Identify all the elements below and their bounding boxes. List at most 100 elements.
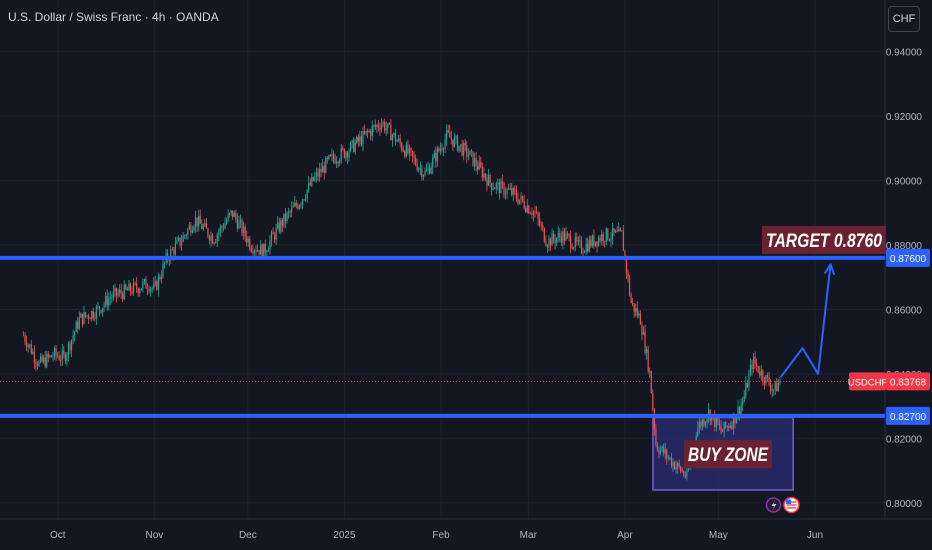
candle-body — [106, 295, 108, 306]
candle-body — [582, 252, 584, 254]
candle-body — [235, 212, 237, 219]
candle-body — [684, 475, 686, 477]
candle-body — [442, 148, 445, 150]
candle-body — [649, 370, 651, 372]
candle-body — [269, 240, 271, 250]
candle-body — [154, 281, 156, 284]
candle-body — [526, 205, 528, 212]
candle-body — [698, 422, 700, 428]
candle-body — [66, 354, 68, 362]
candle-body — [726, 426, 728, 428]
candle-body — [100, 310, 102, 313]
candle-body — [55, 348, 57, 356]
candle-body — [461, 144, 463, 156]
candle-body — [337, 161, 339, 163]
candle-body — [363, 131, 366, 134]
candle-body — [751, 364, 753, 370]
candle-body — [551, 233, 553, 246]
candle-body — [246, 236, 248, 243]
candle-body — [670, 457, 673, 466]
candle-body — [370, 130, 372, 136]
candle-body — [84, 312, 87, 317]
candle-body — [119, 289, 121, 294]
candle-body — [340, 148, 342, 161]
candle-body — [512, 188, 514, 195]
candle-body — [78, 317, 80, 329]
candle-body — [739, 406, 741, 414]
candle-body — [687, 469, 690, 471]
candle-body — [139, 290, 141, 294]
candle-body — [511, 188, 513, 195]
candle-body — [346, 152, 349, 158]
candle-body — [570, 236, 572, 248]
candle-body — [458, 145, 460, 151]
candle-body — [641, 324, 643, 335]
candle-body — [704, 422, 707, 426]
candle-body — [331, 154, 333, 156]
candle-body — [191, 230, 194, 233]
candle-body — [664, 449, 666, 454]
candle-body — [647, 348, 649, 372]
candle-body — [122, 293, 124, 299]
candle-body — [221, 226, 223, 228]
candle-body — [151, 287, 153, 289]
candle-body — [633, 303, 635, 312]
candle-body — [501, 181, 504, 184]
candle-body — [170, 249, 172, 261]
candle-body — [184, 235, 186, 237]
candle-body — [635, 308, 637, 312]
candle-body — [754, 356, 756, 364]
candle-body — [404, 151, 406, 157]
candle-body — [500, 181, 502, 194]
candle-body — [532, 211, 535, 215]
candles-group — [22, 118, 781, 481]
candle-body — [136, 283, 138, 289]
candle-body — [619, 228, 621, 231]
candle-body — [433, 152, 435, 158]
candle-body — [450, 137, 452, 140]
candle-body — [452, 139, 454, 147]
candle-body — [22, 335, 25, 337]
candle-body — [117, 293, 119, 296]
candle-body — [517, 198, 519, 204]
candle-body — [387, 123, 389, 129]
candle-body — [737, 406, 739, 418]
candle-body — [224, 223, 226, 229]
candle-body — [148, 289, 150, 292]
candle-body — [126, 288, 128, 291]
candle-body — [263, 243, 265, 258]
candle-body — [695, 436, 697, 442]
candle-body — [498, 182, 500, 194]
candle-body — [277, 222, 279, 228]
candle-body — [179, 237, 181, 246]
x-tick-label: Dec — [239, 530, 257, 541]
candle-body — [766, 375, 769, 378]
symbol-title[interactable]: U.S. Dollar / Swiss Franc · 4h · OANDA — [8, 10, 219, 24]
candle-body — [303, 199, 305, 201]
candle-body — [278, 222, 280, 232]
candle-body — [762, 370, 764, 381]
candle-body — [256, 249, 259, 252]
candle-body — [182, 235, 184, 242]
candle-body — [356, 136, 358, 144]
candle-body — [264, 243, 266, 253]
candle-body — [407, 144, 409, 154]
candle-body — [534, 211, 536, 213]
candle-body — [456, 136, 459, 151]
candle-body — [308, 182, 310, 190]
candle-body — [540, 225, 542, 226]
candle-body — [650, 370, 652, 394]
candle-body — [399, 138, 401, 144]
candle-body — [243, 226, 245, 234]
candle-body — [249, 238, 251, 249]
candle-body — [644, 331, 646, 353]
y-tick-label: 0.94000 — [886, 48, 923, 59]
currency-button[interactable]: CHF — [888, 6, 920, 32]
candle-body — [466, 145, 468, 157]
candle-body — [444, 139, 446, 149]
candle-body — [326, 158, 328, 159]
candle-body — [232, 210, 234, 217]
candle-body — [771, 389, 773, 391]
candle-body — [398, 138, 400, 141]
